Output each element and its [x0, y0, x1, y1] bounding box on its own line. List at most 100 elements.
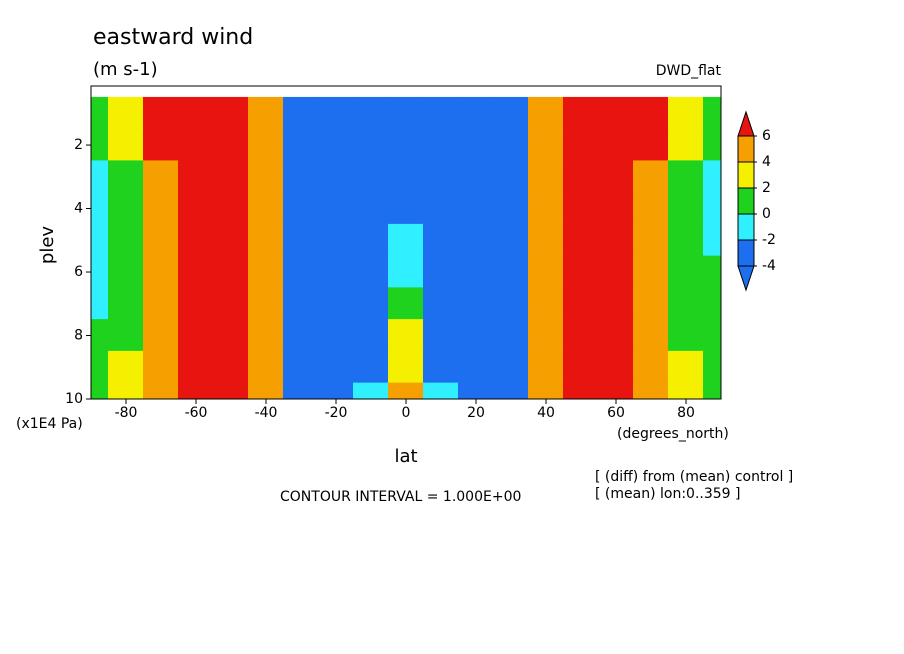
contour-cell [563, 96, 599, 130]
contour-cell [143, 160, 179, 194]
contour-cell [493, 319, 529, 352]
contour-cell [108, 350, 144, 384]
contour-cell [108, 96, 144, 130]
contour-cell [178, 128, 214, 162]
contour-cell [668, 287, 704, 321]
contour-cell [598, 350, 634, 384]
contour-cell [353, 382, 389, 399]
contour-cell [458, 192, 494, 225]
contour-cell [283, 255, 319, 289]
contour-cell [213, 382, 249, 399]
contour-cell [213, 255, 249, 289]
contour-cell [493, 287, 529, 321]
contour-cell [283, 160, 319, 194]
x-tick-label: 40 [537, 405, 555, 421]
contour-cell [633, 350, 669, 384]
contour-cell [528, 223, 564, 257]
contour-cell [423, 192, 459, 225]
contour-cell [353, 287, 389, 321]
contour-cell [528, 96, 564, 130]
colorbar-box [737, 187, 755, 215]
contour-cell [283, 319, 319, 352]
contour-cell [178, 350, 214, 384]
contour-cell [353, 96, 389, 130]
contour-cell [563, 382, 599, 399]
contour-cell [703, 128, 721, 162]
contour-cell [178, 192, 214, 225]
contour-cell [91, 223, 109, 257]
note: [ (diff) from (mean) control ] [595, 469, 793, 485]
x-tick-label: 0 [402, 405, 411, 421]
contour-cell [598, 160, 634, 194]
contour-cell [598, 223, 634, 257]
contour-cell [248, 255, 284, 289]
colorbar-arrow [737, 110, 755, 137]
contour-cell [318, 382, 354, 399]
colorbar-label: -4 [762, 258, 776, 274]
contour-cell [283, 382, 319, 399]
contour-cell [703, 160, 721, 194]
contour-cell [668, 128, 704, 162]
contour-cell [108, 287, 144, 321]
contour-cell [178, 96, 214, 130]
contour-cell [528, 350, 564, 384]
units: (m s-1) [93, 59, 158, 80]
y-tick-label: 4 [74, 201, 83, 217]
contour-cell [668, 96, 704, 130]
contour-cell [528, 382, 564, 399]
x-units: (degrees_north) [617, 426, 729, 442]
contour-cell [248, 160, 284, 194]
contour-cell [703, 192, 721, 225]
colorbar-box [737, 135, 755, 163]
x-tick-label: 20 [467, 405, 485, 421]
contour-cell [423, 287, 459, 321]
chart-title: eastward wind [93, 25, 253, 50]
contour-cell [108, 255, 144, 289]
contour-cell [563, 255, 599, 289]
contour-cell [493, 350, 529, 384]
contour-cell [143, 382, 179, 399]
contour-cell [143, 350, 179, 384]
contour-cell [668, 192, 704, 225]
y-tick-label: 8 [74, 328, 83, 344]
contour-cell [108, 160, 144, 194]
contour-cell [458, 96, 494, 130]
contour-cell [283, 223, 319, 257]
contour-cell [91, 319, 109, 352]
contour-cell [91, 382, 109, 399]
contour-cell [633, 223, 669, 257]
contour-cell [318, 287, 354, 321]
contour-cell [668, 319, 704, 352]
contour-cell [283, 96, 319, 130]
contour-cell [493, 160, 529, 194]
contour-cell [318, 192, 354, 225]
contour-cell [248, 382, 284, 399]
contour-cell [108, 382, 144, 399]
contour-cell [318, 350, 354, 384]
contour-cell [703, 350, 721, 384]
y-units: (x1E4 Pa) [16, 416, 83, 432]
contour-cell [668, 255, 704, 289]
contour-cell [423, 350, 459, 384]
contour-cell [283, 350, 319, 384]
contour-cell [143, 96, 179, 130]
colorbar-label: 2 [762, 180, 771, 196]
contour-cell [633, 287, 669, 321]
contour-cell [633, 160, 669, 194]
contour-cell [318, 223, 354, 257]
contour-cell [143, 128, 179, 162]
contour-cell [633, 255, 669, 289]
contour-cell [178, 160, 214, 194]
contour-cell [143, 192, 179, 225]
contour-cell [458, 350, 494, 384]
contour-cell [598, 192, 634, 225]
contour-cell [388, 192, 424, 225]
contour-cell [318, 255, 354, 289]
contour-cell [703, 255, 721, 289]
contour-cell [493, 96, 529, 130]
contour-cell [703, 96, 721, 130]
contour-cell [423, 96, 459, 130]
contour-cell [353, 160, 389, 194]
contour-cell [423, 128, 459, 162]
contour-cell [633, 128, 669, 162]
